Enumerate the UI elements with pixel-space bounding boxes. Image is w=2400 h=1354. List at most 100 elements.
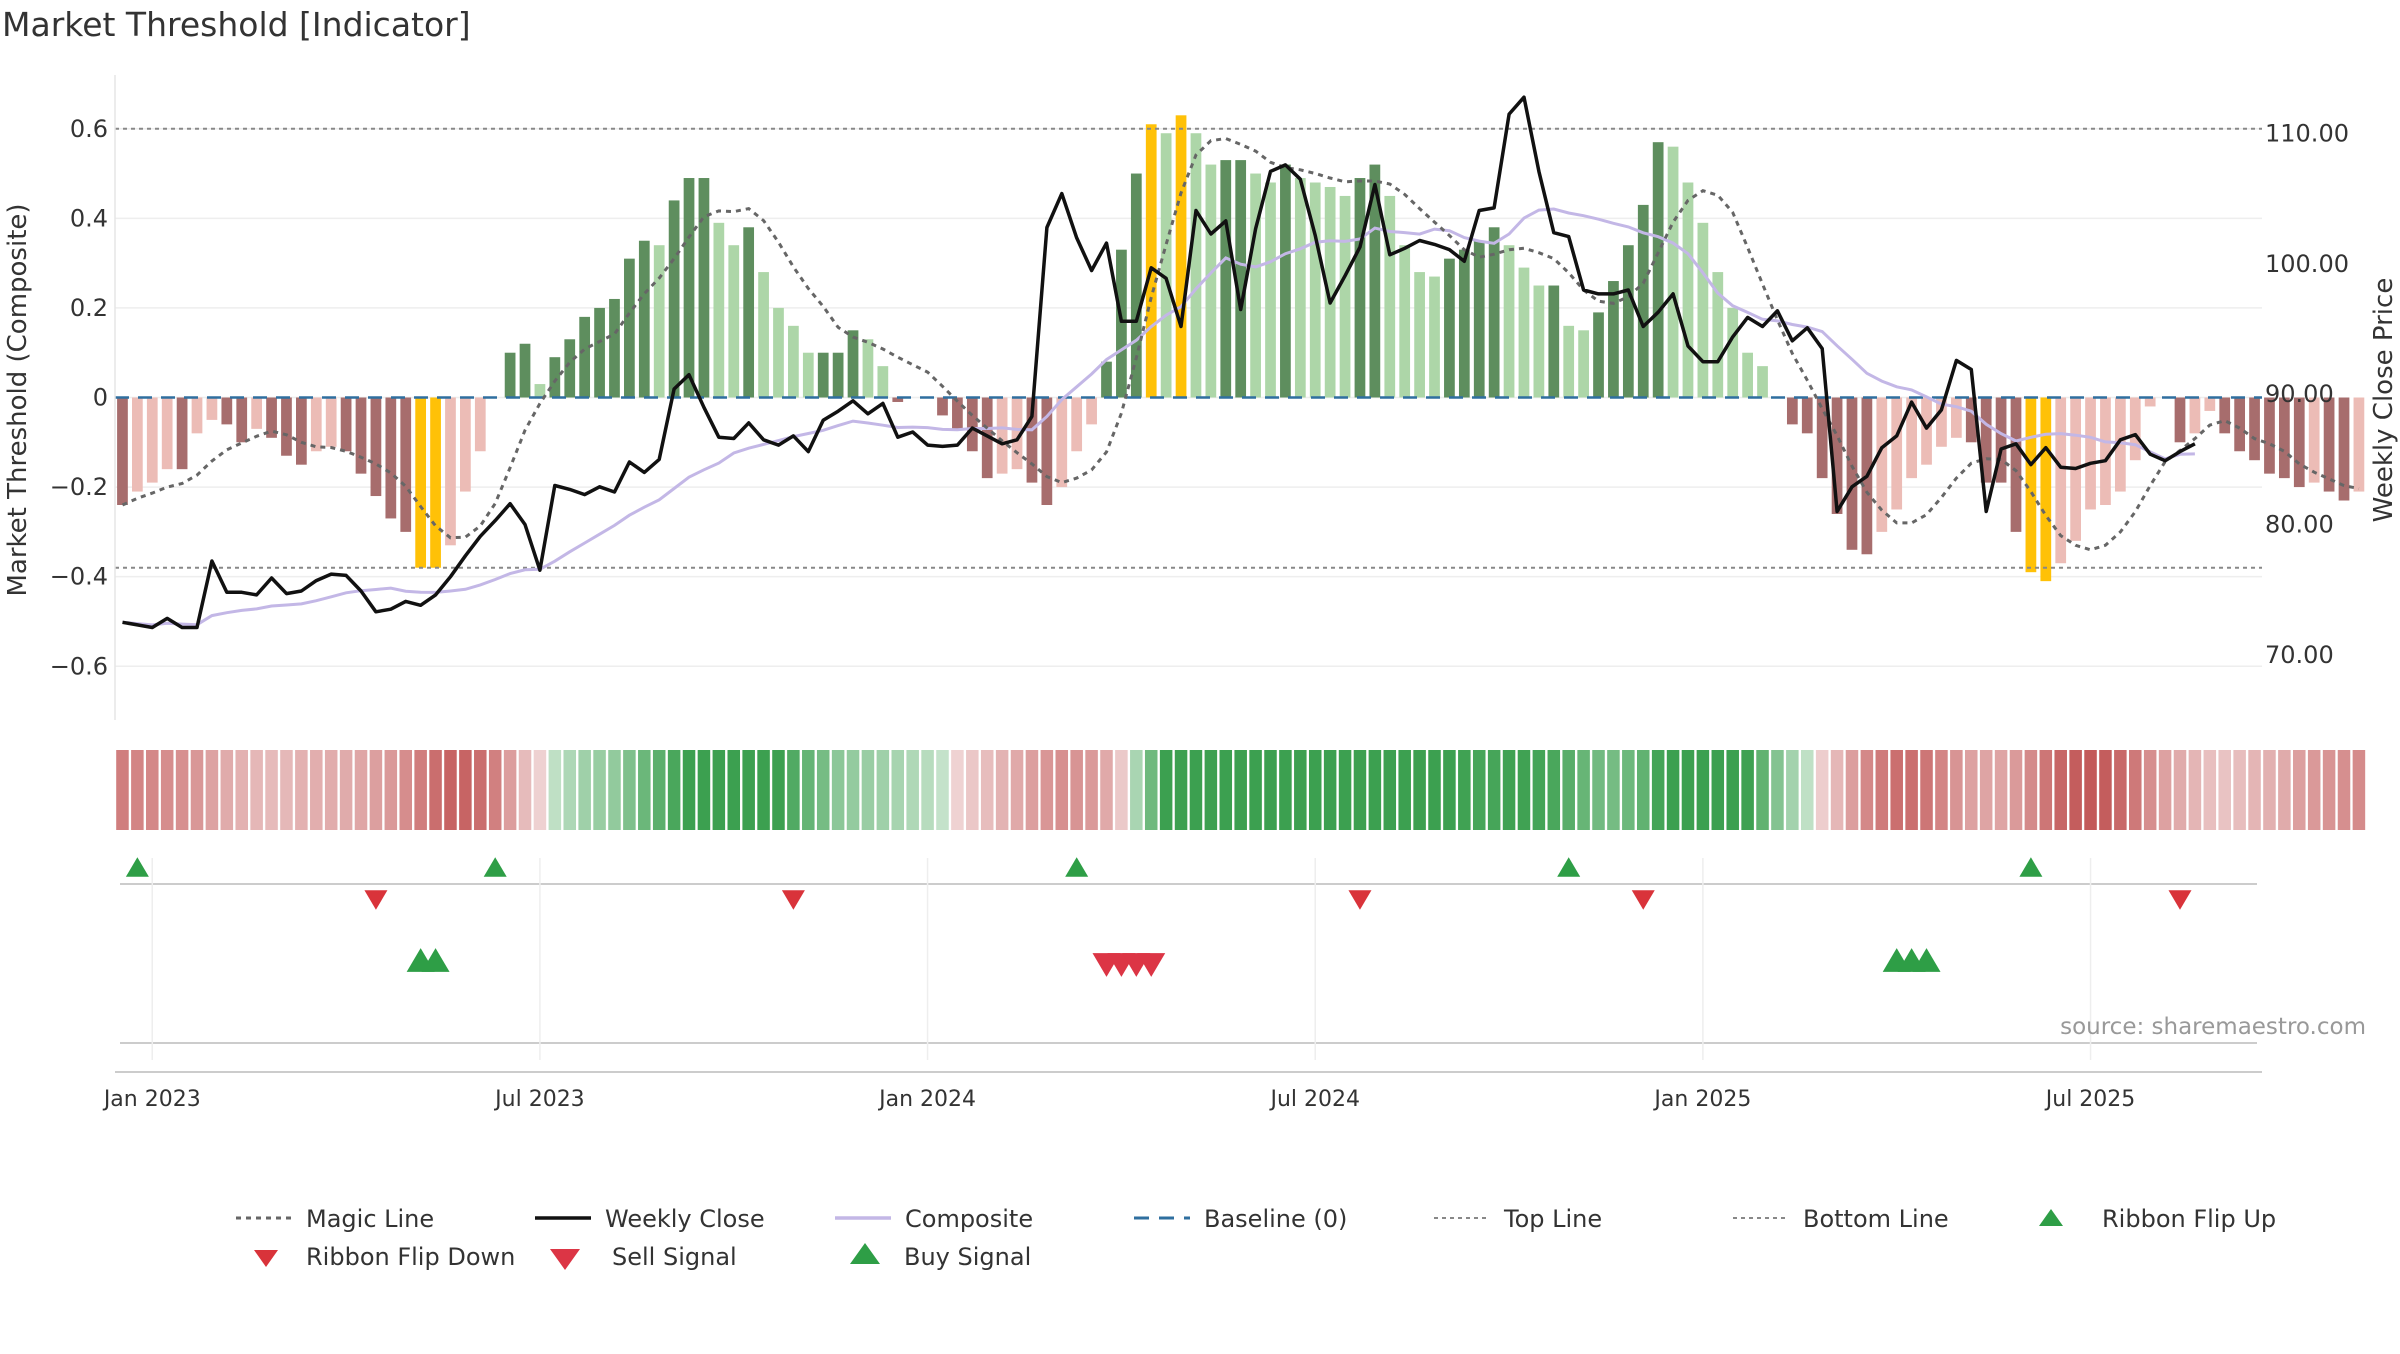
ribbon-cell [831, 750, 845, 830]
legend-item-ribbon-flip-up: Ribbon Flip Up [2039, 1205, 2276, 1233]
ribbon-cell [742, 750, 755, 830]
ribbon-cell [2009, 750, 2023, 830]
ribbon-cell [1010, 750, 1024, 830]
ribbon-cell [2307, 750, 2321, 830]
ribbon-cell [1085, 750, 1098, 830]
composite-bar [2144, 397, 2156, 407]
ribbon-cell [1413, 750, 1426, 830]
ribbon-cell [1040, 750, 1054, 830]
composite-bar [966, 397, 978, 452]
composite-bar [1458, 249, 1470, 398]
ribbon-cell [1368, 750, 1382, 830]
ribbon-cell [1994, 750, 2008, 830]
composite-bar [1548, 285, 1560, 398]
composite-bar [1205, 164, 1217, 398]
composite-bar [698, 178, 710, 398]
composite-bar [2204, 397, 2216, 411]
composite-bar [1742, 352, 1753, 398]
composite-bar [1265, 182, 1276, 398]
composite-bar [1220, 160, 1232, 398]
composite-bar [1652, 142, 1664, 398]
legend-swatch-ribbon-flip-up [2039, 1209, 2063, 1226]
composite-bar [1369, 164, 1381, 398]
ribbon-cell [1950, 750, 1963, 830]
composite-bar [1622, 245, 1634, 398]
ribbon-flip-up-marker [483, 857, 507, 877]
ribbon-cell [1249, 750, 1262, 830]
legend-label-baseline: Baseline (0) [1204, 1205, 1347, 1233]
composite-bar [2114, 397, 2126, 492]
buy-signal-marker [1912, 948, 1941, 972]
ribbon-cell [1189, 750, 1203, 830]
composite-bar [146, 397, 158, 483]
legend-label-weekly-close: Weekly Close [605, 1205, 765, 1233]
composite-bar [1190, 133, 1202, 398]
composite-bar [131, 397, 143, 492]
source-credit: source: sharemaestro.com [2060, 1014, 2366, 1040]
ribbon-cell [1204, 750, 1218, 830]
ribbon-flip-up-marker [2019, 857, 2043, 877]
composite-bar [1786, 397, 1798, 425]
ribbon-cell [384, 750, 398, 830]
lines-layer [115, 95, 2360, 630]
ribbon-cell [369, 750, 383, 830]
ribbon-cell [638, 750, 651, 830]
composite-bar [519, 343, 531, 398]
magic-line [121, 136, 2360, 552]
composite-bar [1250, 173, 1261, 398]
ribbon-cell [1115, 750, 1128, 830]
composite-bar [1876, 397, 1888, 532]
composite-bar [1727, 307, 1739, 398]
ribbon-cell [2039, 750, 2053, 830]
x-tick-label: Jul 2023 [493, 1087, 585, 1112]
composite-bar [340, 397, 352, 452]
y-left-tick-label: −0.4 [50, 563, 108, 591]
ribbon-cell [1622, 750, 1635, 830]
composite-bar [1593, 312, 1604, 398]
composite-bar [2234, 397, 2246, 452]
ribbon-cell [160, 750, 174, 830]
ribbon-cell [1681, 750, 1695, 830]
ribbon-cell [2203, 750, 2217, 830]
ribbon-cell [1935, 750, 1948, 830]
composite-bar [2308, 397, 2320, 483]
legend-item-weekly-close: Weekly Close [535, 1205, 765, 1233]
ribbon-cell [1070, 750, 1083, 830]
composite-bar [1757, 366, 1768, 398]
composite-bar [847, 330, 859, 398]
composite-bar [1891, 397, 1903, 510]
ribbon-cell [474, 750, 487, 830]
ribbon-cell [1756, 750, 1769, 830]
composite-bar [862, 339, 874, 398]
composite-bar [1384, 195, 1396, 398]
composite-bar [2055, 397, 2067, 564]
composite-bar [2189, 397, 2201, 434]
composite-bar [504, 352, 516, 398]
ribbon-cell [339, 750, 353, 830]
ribbon-cell [966, 750, 979, 830]
composite-bar [773, 307, 784, 398]
composite-bar [728, 245, 740, 398]
composite-bar [1697, 222, 1709, 398]
legend-item-top-line: Top Line [1434, 1205, 1602, 1233]
ribbon-cell [1607, 750, 1620, 830]
ribbon-cell [1398, 750, 1411, 830]
ribbon-cell [503, 750, 517, 830]
ribbon-cell [1920, 750, 1933, 830]
composite-bar [2085, 397, 2096, 510]
ribbon-cell [1264, 750, 1277, 830]
legend-label-magic-line: Magic Line [306, 1205, 434, 1233]
ribbon-cell [533, 750, 547, 830]
ribbon-cell [2129, 750, 2142, 830]
ribbon-cell [2173, 750, 2187, 830]
ribbon-cell [1174, 750, 1188, 830]
composite-bars [117, 115, 2365, 582]
composite-bar [176, 397, 188, 470]
composite-bar [1309, 182, 1321, 398]
composite-bar [2219, 397, 2231, 434]
ribbon-cell [1964, 750, 1978, 830]
composite-bar [355, 397, 367, 474]
sell-signal-marker [1137, 953, 1166, 977]
ribbon-cell [1636, 750, 1650, 830]
ribbon-cell [1771, 750, 1784, 830]
